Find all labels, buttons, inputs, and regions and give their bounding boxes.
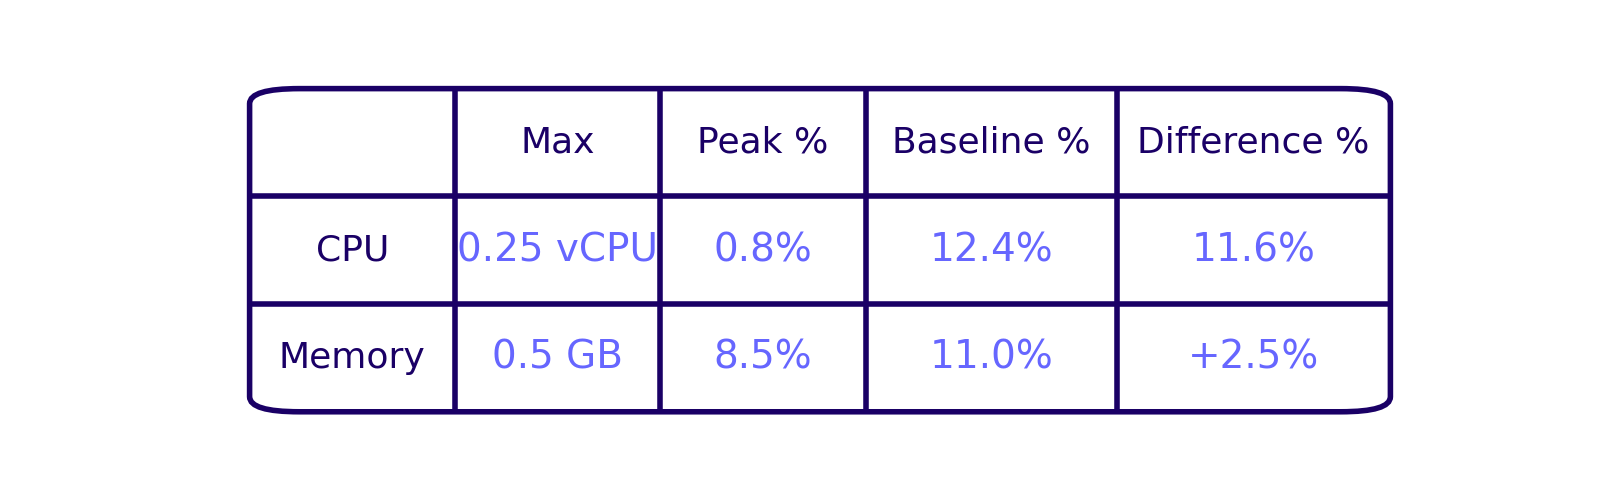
FancyBboxPatch shape: [250, 89, 1390, 412]
Text: 11.6%: 11.6%: [1192, 231, 1315, 269]
Text: 0.5 GB: 0.5 GB: [493, 339, 622, 377]
Text: 0.8%: 0.8%: [714, 231, 813, 269]
Text: CPU: CPU: [315, 233, 389, 267]
Text: Peak %: Peak %: [698, 125, 829, 160]
Text: 0.25 vCPU: 0.25 vCPU: [458, 231, 658, 269]
Text: Memory: Memory: [278, 341, 426, 375]
Text: 8.5%: 8.5%: [714, 339, 813, 377]
Text: 12.4%: 12.4%: [930, 231, 1053, 269]
Text: +2.5%: +2.5%: [1187, 339, 1318, 377]
Text: Baseline %: Baseline %: [891, 125, 1090, 160]
Text: Difference %: Difference %: [1138, 125, 1370, 160]
Text: Max: Max: [520, 125, 595, 160]
Text: 11.0%: 11.0%: [930, 339, 1053, 377]
